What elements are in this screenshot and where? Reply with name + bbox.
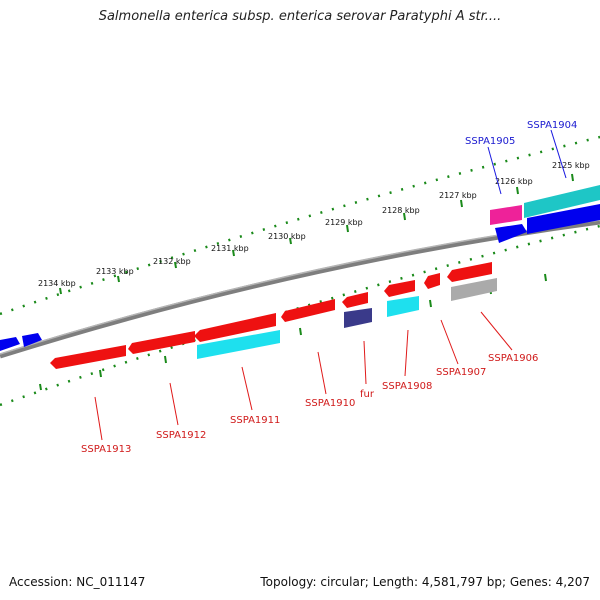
gene-forward-left-1 [0,337,20,351]
gene-label-ssp1913: SSPA1913 [81,444,131,455]
genome-stats-text: Topology: circular; Length: 4,581,797 bp… [260,575,590,589]
ruler-label: 2132 kbp [153,257,191,266]
gene-reverse-ssp1913 [50,345,126,369]
gene-reverse-ssp1906 [447,262,492,282]
gene-pink-ssp1905 [490,205,522,225]
ruler-label: 2129 kbp [325,218,363,227]
gene-reverse-ssp1912 [128,331,195,354]
gene-label-ssp1908: SSPA1908 [382,381,432,392]
gene-reverse-fur [342,292,368,308]
ruler-label: 2133 kbp [96,267,134,276]
gene-forward-left-2 [22,333,42,347]
gene-reverse-ssp1911 [194,313,276,342]
gene-cyan-ssp1908 [387,296,419,317]
gene-reverse-ssp1910 [281,299,335,322]
ruler-label: 2126 kbp [495,177,533,186]
gene-label-ssp1904: SSPA1904 [527,120,577,131]
ruler-label: 2130 kbp [268,232,306,241]
outer-major-ticks [59,173,574,295]
gene-label-fur: fur [360,389,375,400]
gene-label-ssp1907: SSPA1907 [436,367,486,378]
top-leader-lines [487,129,567,195]
gene-label-ssp1906: SSPA1906 [488,353,538,364]
genome-backbone [0,219,600,359]
gene-forward-ssp1904 [527,204,600,234]
ruler-labels: 2134 kbp 2133 kbp 2132 kbp 2131 kbp 2130… [38,161,590,288]
gene-cyan-ssp1911 [197,330,280,359]
ruler-label: 2125 kbp [552,161,590,170]
gene-label-group: SSPA1905 SSPA1904 SSPA1913 SSPA1912 SSPA… [81,120,577,455]
ruler-label: 2131 kbp [211,244,249,253]
ruler-label: 2134 kbp [38,279,76,288]
gene-grey-ssp1906 [451,278,497,301]
accession-text: Accession: NC_011147 [9,575,146,589]
gene-label-ssp1905: SSPA1905 [465,136,515,147]
outer-ruler [0,135,600,316]
bottom-leader-lines [94,311,513,441]
gene-label-ssp1910: SSPA1910 [305,398,355,409]
ruler-label: 2128 kbp [382,206,420,215]
gene-reverse-ssp1907 [424,273,440,289]
gene-cyan-ssp1904 [524,185,600,218]
ruler-label: 2127 kbp [439,191,477,200]
gene-forward-ssp1905 [495,224,527,243]
map-title: Salmonella enterica subsp. enterica sero… [98,9,502,24]
gene-reverse-ssp1908 [384,280,415,297]
reverse-genes [50,262,492,369]
gene-purple-fur [344,308,372,328]
gene-label-ssp1911: SSPA1911 [230,415,280,426]
gene-label-ssp1912: SSPA1912 [156,430,206,441]
